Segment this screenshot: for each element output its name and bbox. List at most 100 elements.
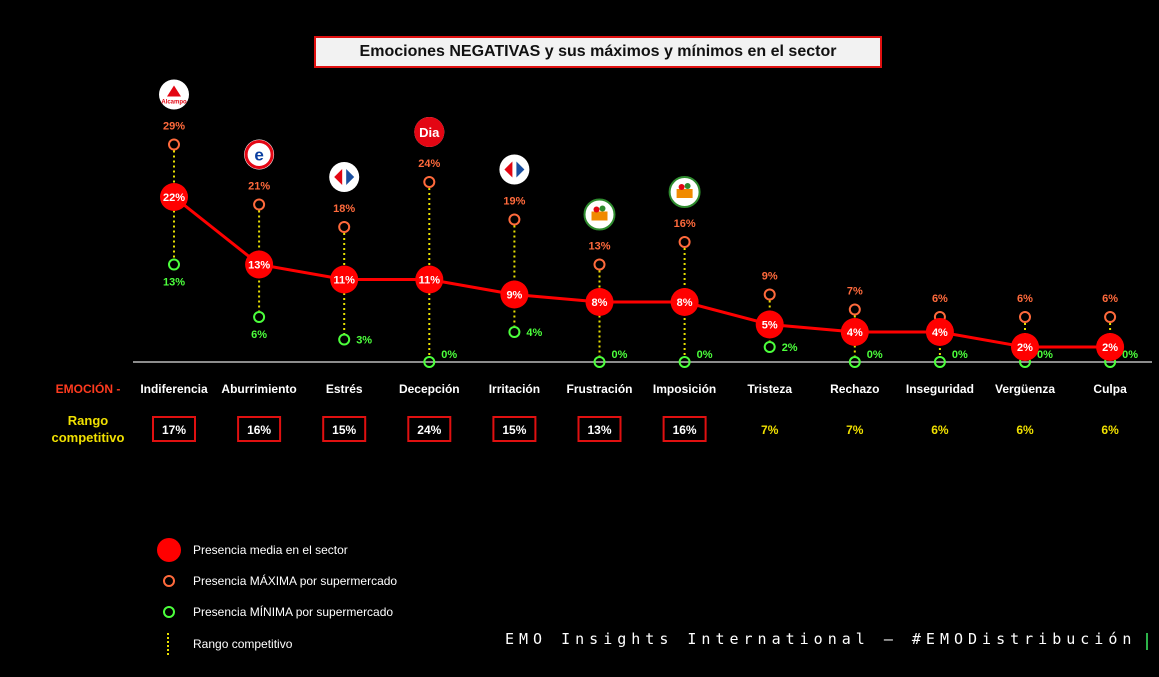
legend-item-max: Presencia MÁXIMA por supermercado — [155, 569, 397, 593]
legend-avg-label: Presencia media en el sector — [193, 543, 348, 557]
carrefour-logo-icon — [329, 162, 360, 192]
avg-label: 11% — [419, 275, 441, 287]
max-marker — [508, 213, 521, 226]
footer-accent-bar — [1146, 633, 1148, 650]
max-label: 6% — [1102, 293, 1118, 305]
max-label: 7% — [847, 286, 863, 298]
mercadona-fruit — [593, 206, 600, 213]
range-row-label: competitivo — [52, 430, 125, 445]
legend-min-label: Presencia MÍNIMA por supermercado — [193, 605, 394, 619]
carrefour-red-half — [504, 161, 513, 178]
range-value-box — [407, 416, 452, 442]
min-marker — [593, 356, 606, 368]
range-value: 24% — [417, 423, 441, 437]
max-label: 19% — [503, 196, 525, 208]
max-marker — [763, 288, 776, 301]
footer-credit: EMO Insights International — #EMODistrib… — [505, 630, 1137, 648]
range-value: 6% — [931, 423, 949, 437]
max-label: 21% — [248, 181, 270, 193]
avg-label: 5% — [762, 320, 778, 332]
range-value-box — [152, 416, 196, 442]
min-marker — [253, 311, 266, 323]
range-row-label: Rango — [68, 413, 109, 428]
avg-marker — [415, 265, 444, 294]
max-label: 6% — [1017, 293, 1033, 305]
mercadona-basket — [591, 211, 608, 221]
min-label: 4% — [526, 327, 542, 339]
range-value-box — [492, 416, 537, 442]
max-label: 18% — [333, 203, 355, 215]
min-label: 3% — [356, 335, 372, 347]
dia-logo-text: Dia — [419, 125, 440, 140]
avg-label: 11% — [333, 275, 355, 287]
max-label: 13% — [588, 241, 610, 253]
max-label: 6% — [932, 293, 948, 305]
avg-marker — [585, 288, 614, 316]
avg-marker — [1011, 333, 1039, 361]
avg-marker — [840, 318, 869, 346]
carrefour-logo-icon — [499, 154, 530, 185]
carrefour-blue-half — [346, 169, 355, 185]
legend-item-range: Rango competitivo — [155, 632, 292, 656]
max-marker — [1019, 311, 1031, 323]
min-marker — [933, 356, 946, 368]
avg-marker — [670, 288, 699, 316]
max-marker — [678, 236, 691, 248]
max-marker — [168, 138, 180, 151]
category-label: Rechazo — [830, 382, 879, 396]
eroski-ring — [244, 140, 274, 169]
max-marker — [253, 198, 266, 211]
min-label: 0% — [1122, 349, 1138, 361]
avg-marker — [245, 250, 274, 279]
legend-range-marker — [167, 633, 171, 655]
min-label: 0% — [867, 349, 883, 361]
min-label: 0% — [952, 349, 968, 361]
category-label: Culpa — [1093, 382, 1127, 396]
max-label: 9% — [762, 271, 778, 283]
category-label: Indiferencia — [140, 382, 208, 396]
avg-marker — [160, 183, 188, 211]
category-label: Estrés — [326, 382, 363, 396]
carrefour-blue-half — [516, 161, 525, 178]
avg-marker — [925, 318, 954, 346]
max-label: 29% — [163, 121, 185, 133]
min-marker — [508, 326, 521, 338]
min-label: 0% — [441, 349, 457, 361]
chart-title: Emociones NEGATIVAS y sus máximos y míni… — [359, 43, 837, 60]
range-value: 6% — [1101, 423, 1119, 437]
max-label: 16% — [674, 218, 696, 230]
range-value-box — [322, 416, 367, 442]
min-label: 13% — [163, 277, 185, 289]
legend-avg-marker — [157, 538, 181, 562]
carrefour-red-half — [334, 169, 343, 185]
avg-label: 22% — [163, 192, 185, 204]
category-label: Decepción — [399, 382, 460, 396]
min-marker — [338, 333, 351, 346]
legend-min-marker — [163, 606, 175, 618]
chart-title-box: Emociones NEGATIVAS y sus máximos y míni… — [314, 36, 882, 68]
range-value: 6% — [1016, 423, 1034, 437]
min-marker — [168, 258, 180, 271]
max-label: 24% — [418, 158, 440, 170]
min-marker — [423, 356, 436, 368]
range-value-box — [662, 416, 707, 442]
min-label: 0% — [612, 349, 628, 361]
range-value: 13% — [587, 423, 611, 437]
avg-series-line — [173, 195, 1111, 349]
category-label: Aburrimiento — [221, 382, 296, 396]
category-label: Irritación — [489, 382, 540, 396]
range-value: 15% — [332, 423, 356, 437]
avg-marker — [1096, 333, 1125, 361]
legend-range-label: Rango competitivo — [193, 637, 293, 651]
avg-label: 2% — [1017, 342, 1033, 354]
min-marker — [848, 356, 861, 368]
mercadona-leaf — [599, 205, 606, 212]
category-label: Vergüenza — [995, 382, 1055, 396]
avg-label: 2% — [1102, 342, 1118, 354]
avg-label: 4% — [847, 327, 863, 339]
min-marker — [763, 341, 776, 353]
avg-marker — [755, 310, 784, 339]
category-label: Tristeza — [747, 382, 792, 396]
dia-badge — [414, 117, 445, 147]
